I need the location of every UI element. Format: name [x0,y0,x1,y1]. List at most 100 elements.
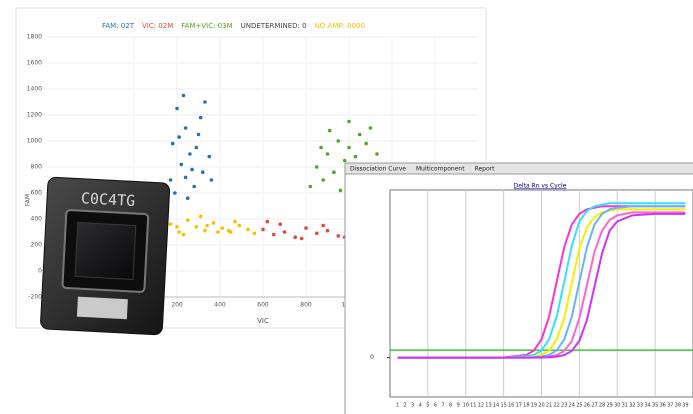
x-tick-label: 31 [622,403,628,409]
point [321,223,326,228]
point [226,228,231,233]
point [183,126,188,130]
tab-bar [344,162,693,175]
point [293,235,298,239]
point [203,228,207,233]
chip-photo: C0C4TG [40,176,171,336]
x-tick-label: 600 [257,302,269,309]
point [209,178,214,182]
x-tick-label: 35 [652,403,658,409]
point [278,222,283,226]
point [261,227,265,232]
x-tick-label: 25 [576,403,582,409]
x-tick-label: 13 [485,403,491,409]
point [175,106,179,111]
point [179,162,184,167]
chart-title: Delta Rn vs Cycle [514,183,567,190]
point [192,184,196,189]
x-tick-label: 5 [426,403,429,409]
x-tick-label: 10 [463,403,469,409]
x-tick-label: 19 [531,403,537,409]
x-tick-label: 28 [599,403,605,409]
x-tick-label: 11 [470,403,476,409]
point [357,132,362,137]
point [185,196,190,200]
point [170,141,175,146]
legend-entry: NO AMP: 0000 [315,22,365,30]
point [220,226,224,230]
point [181,93,186,98]
x-tick-label: 22 [553,403,559,409]
x-tick-label: 8 [449,403,452,409]
x-tick-label: 24 [569,403,575,409]
x-tick-label: 23 [561,403,567,409]
point [205,223,209,228]
point [216,230,220,234]
point [246,227,250,232]
x-tick-label: 1 [396,403,399,409]
point [183,175,188,180]
point [185,218,190,223]
point [168,222,173,226]
point [173,191,177,195]
point [314,165,319,169]
point [168,178,173,182]
y-tick-label: 600 [31,190,43,197]
y-tick-label: 200 [31,242,43,249]
point [282,230,287,234]
point [368,126,373,130]
point [237,223,242,228]
x-tick-label: 30 [614,403,620,409]
y-tick-label: 1000 [27,138,42,145]
x-tick-label: 14 [493,403,499,409]
x-tick-label: 34 [644,403,650,409]
x-tick-label: 27 [591,403,597,409]
x-tick-label: 37 [667,403,673,409]
x-tick-label: 32 [629,403,635,409]
x-tick-label: 38 [675,403,681,409]
point [188,152,192,156]
point [364,141,369,146]
point [308,184,313,189]
point [321,178,326,182]
point [265,219,270,224]
x-tick-label: 7 [441,403,444,409]
point [375,152,379,156]
y-tick-label: 1800 [27,34,42,41]
x-tick-label: 17 [516,403,522,409]
point [194,225,199,229]
point [347,119,351,124]
x-tick-label: 3 [411,403,414,409]
point [342,158,347,163]
point [211,221,216,225]
x-tick-label: 800 [300,302,312,309]
x-tick-label: 33 [637,403,643,409]
x-tick-label: 4 [419,403,422,409]
point [336,139,341,143]
point [252,231,257,236]
legend-entry: FAM+VIC: 03M [181,22,232,30]
x-axis-label: VIC [257,317,269,325]
point [198,115,203,120]
point [177,135,181,139]
point [336,234,341,238]
x-tick-label: 29 [606,403,612,409]
chip-window [74,222,137,281]
y-axis-label: FAM [25,194,32,206]
x-tick-label: 18 [523,403,529,409]
x-tick-label: 12 [478,403,484,409]
point [271,232,276,237]
point [327,128,332,133]
point [194,145,199,150]
x-tick-label: 15 [500,403,506,409]
tab: Dissociation Curve [350,166,406,173]
legend-entry: UNDETERMINED: 0 [241,22,307,30]
amplification-curve [397,212,686,359]
point [299,236,304,241]
point [314,231,319,236]
x-tick-label: 21 [546,403,552,409]
x-tick-label: 6 [434,403,437,409]
x-tick-label: 2 [404,403,407,409]
tab: Report [475,166,496,173]
